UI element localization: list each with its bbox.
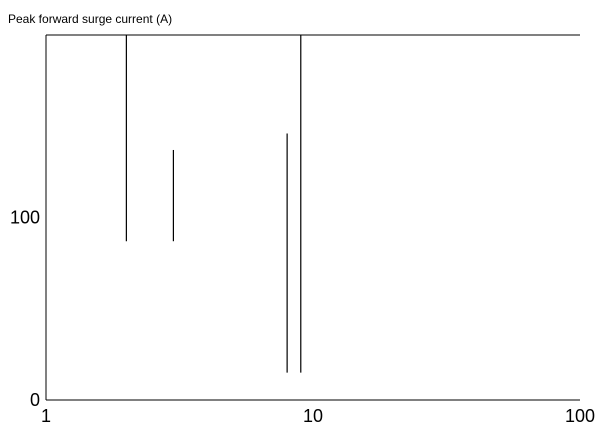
x-tick-label: 10: [303, 406, 323, 426]
y-tick-label: 100: [10, 208, 40, 228]
y-tick-label: 0: [30, 390, 40, 410]
x-tick-label: 100: [565, 406, 595, 426]
plot-layer: 1 10 100 0 100: [10, 34, 595, 426]
x-tick-label: 1: [41, 406, 51, 426]
chart-title: Peak forward surge current (A): [8, 12, 172, 26]
